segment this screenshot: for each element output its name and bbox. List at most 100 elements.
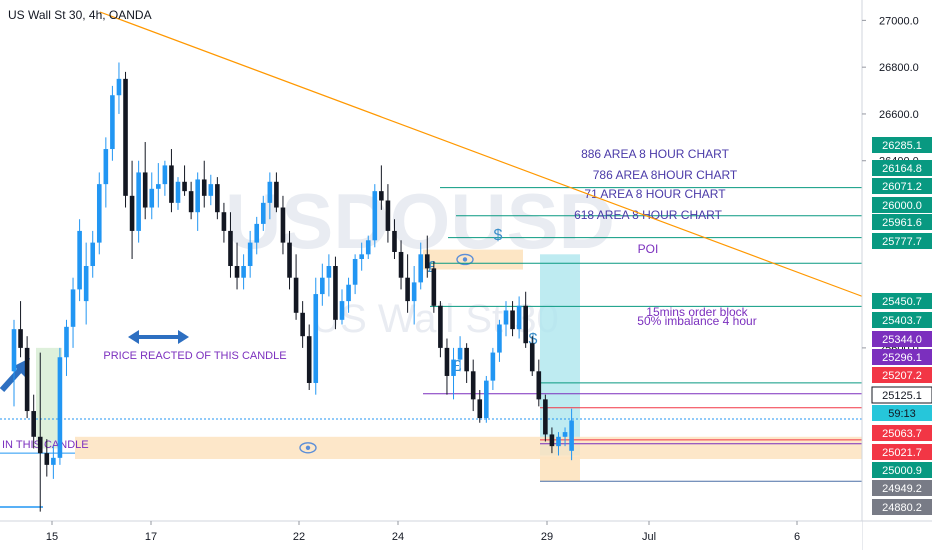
price-badge-2 bbox=[872, 178, 932, 194]
candle-body-76 bbox=[510, 310, 515, 330]
candle-body-31 bbox=[215, 184, 220, 213]
candle-body-78 bbox=[523, 305, 528, 344]
x-tick-label-4: 29 bbox=[541, 531, 553, 543]
price-badge-text-1: 26164.8 bbox=[882, 163, 922, 175]
candle-body-45 bbox=[306, 336, 312, 383]
candle-body-53 bbox=[359, 254, 364, 259]
candle-body-12 bbox=[90, 242, 96, 267]
candle-body-0 bbox=[11, 329, 17, 372]
annotation-in-this-candle: IN THIS CANDLE bbox=[2, 439, 89, 451]
price-badge-text-8: 25344.0 bbox=[882, 334, 922, 346]
x-tick-label-5: Jul bbox=[642, 531, 656, 543]
candle-body-74 bbox=[497, 324, 502, 353]
price-badge-text-17: 24880.2 bbox=[882, 502, 922, 514]
price-badge-1 bbox=[872, 160, 932, 176]
candle-body-81 bbox=[543, 399, 548, 435]
candle-body-71 bbox=[477, 399, 483, 419]
candle-body-73 bbox=[490, 352, 496, 381]
candle-body-67 bbox=[451, 359, 456, 376]
level-label-6: 50% imbalance 4 hour bbox=[637, 314, 756, 328]
price-badge-text-7: 25403.7 bbox=[882, 315, 922, 327]
price-badge-0 bbox=[872, 137, 932, 153]
candle-body-41 bbox=[280, 207, 286, 243]
price-badge-text-4: 25961.6 bbox=[882, 217, 922, 229]
candle-body-5 bbox=[44, 453, 50, 465]
price-badge-10 bbox=[872, 367, 932, 383]
price-badge-text-2: 26071.2 bbox=[882, 181, 922, 193]
price-badge-text-5: 25777.7 bbox=[882, 236, 922, 248]
price-badge-text-10: 25207.2 bbox=[882, 370, 922, 382]
candle-body-56 bbox=[379, 191, 384, 201]
x-tick-label-3: 24 bbox=[392, 531, 404, 543]
eye-pupil-0 bbox=[462, 257, 468, 262]
price-badge-text-13: 25063.7 bbox=[882, 428, 922, 440]
price-badge-17 bbox=[872, 499, 932, 515]
candle-body-66 bbox=[444, 347, 450, 376]
pound-marker-1: £ bbox=[428, 259, 437, 276]
candle-body-47 bbox=[320, 277, 325, 295]
candle-body-64 bbox=[431, 268, 437, 306]
candle-body-3 bbox=[31, 411, 36, 437]
y-tick-label-0: 27000.0 bbox=[879, 15, 919, 27]
price-badge-text-0: 26285.1 bbox=[882, 140, 922, 152]
price-badge-text-16: 24949.2 bbox=[882, 483, 922, 495]
candle-body-8 bbox=[64, 326, 69, 358]
x-tick-label-6: 6 bbox=[794, 531, 800, 543]
level-label-0: 886 AREA 8 HOUR CHART bbox=[581, 147, 730, 161]
price-badge-13 bbox=[872, 425, 932, 441]
candle-body-48 bbox=[326, 266, 332, 278]
candle-body-61 bbox=[411, 282, 417, 302]
candle-body-18 bbox=[129, 195, 135, 231]
candle-body-21 bbox=[149, 188, 155, 208]
dollar-marker-1: $ bbox=[494, 227, 503, 244]
x-tick-label-1: 17 bbox=[145, 531, 157, 543]
candle-body-40 bbox=[274, 181, 279, 208]
level-label-1: 786 AREA 8HOUR CHART bbox=[593, 168, 738, 182]
price-badge-4 bbox=[872, 214, 932, 230]
candle-body-57 bbox=[385, 200, 391, 231]
candle-body-84 bbox=[562, 432, 568, 437]
candle-body-59 bbox=[398, 251, 404, 278]
time-axis-bg bbox=[0, 521, 862, 550]
candle-body-29 bbox=[201, 179, 207, 196]
double-arrow-right-head bbox=[178, 330, 189, 344]
candle-body-19 bbox=[136, 172, 141, 231]
candle-body-80 bbox=[536, 371, 542, 400]
price-badge-9 bbox=[872, 349, 932, 365]
candle-body-50 bbox=[339, 301, 345, 320]
candle-body-24 bbox=[169, 165, 174, 203]
level-label-2: 71 AREA 8 HOUR CHART bbox=[584, 187, 726, 201]
price-badge-text-9: 25296.1 bbox=[882, 352, 922, 364]
candle-body-22 bbox=[156, 184, 161, 189]
candle-body-79 bbox=[529, 343, 535, 372]
candle-body-36 bbox=[247, 242, 253, 267]
candle-body-35 bbox=[241, 266, 246, 278]
price-badge-6 bbox=[872, 293, 932, 309]
candle-body-82 bbox=[549, 434, 555, 447]
candle-body-39 bbox=[267, 181, 273, 203]
price-badge-text-12: 59:13 bbox=[888, 408, 916, 420]
candle-body-27 bbox=[188, 191, 194, 213]
candle-body-38 bbox=[260, 202, 266, 224]
price-badge-text-3: 26000.0 bbox=[882, 200, 922, 212]
price-badge-14 bbox=[872, 444, 932, 460]
symbol-title[interactable]: US Wall St 30, 4h, OANDA bbox=[8, 8, 152, 22]
eye-icon-0 bbox=[456, 253, 474, 266]
candle-body-69 bbox=[464, 347, 469, 372]
level-label-3: 618 AREA 8 HOUR CHART bbox=[574, 208, 723, 222]
candle-body-54 bbox=[365, 240, 371, 255]
price-badge-15 bbox=[872, 462, 932, 478]
price-badge-text-11: 25125.1 bbox=[882, 390, 922, 402]
price-badge-text-14: 25021.7 bbox=[882, 447, 922, 459]
price-badge-11 bbox=[871, 386, 932, 404]
stop-zone bbox=[540, 456, 580, 482]
trendline bbox=[99, 11, 873, 301]
price-badge-text-6: 25450.7 bbox=[882, 296, 922, 308]
candle-body-46 bbox=[313, 294, 319, 383]
level-label-5: 15mins order block bbox=[646, 305, 748, 319]
candle-body-37 bbox=[254, 223, 260, 243]
dollar-marker-2: $ bbox=[529, 331, 538, 348]
candle-body-1 bbox=[18, 329, 23, 348]
